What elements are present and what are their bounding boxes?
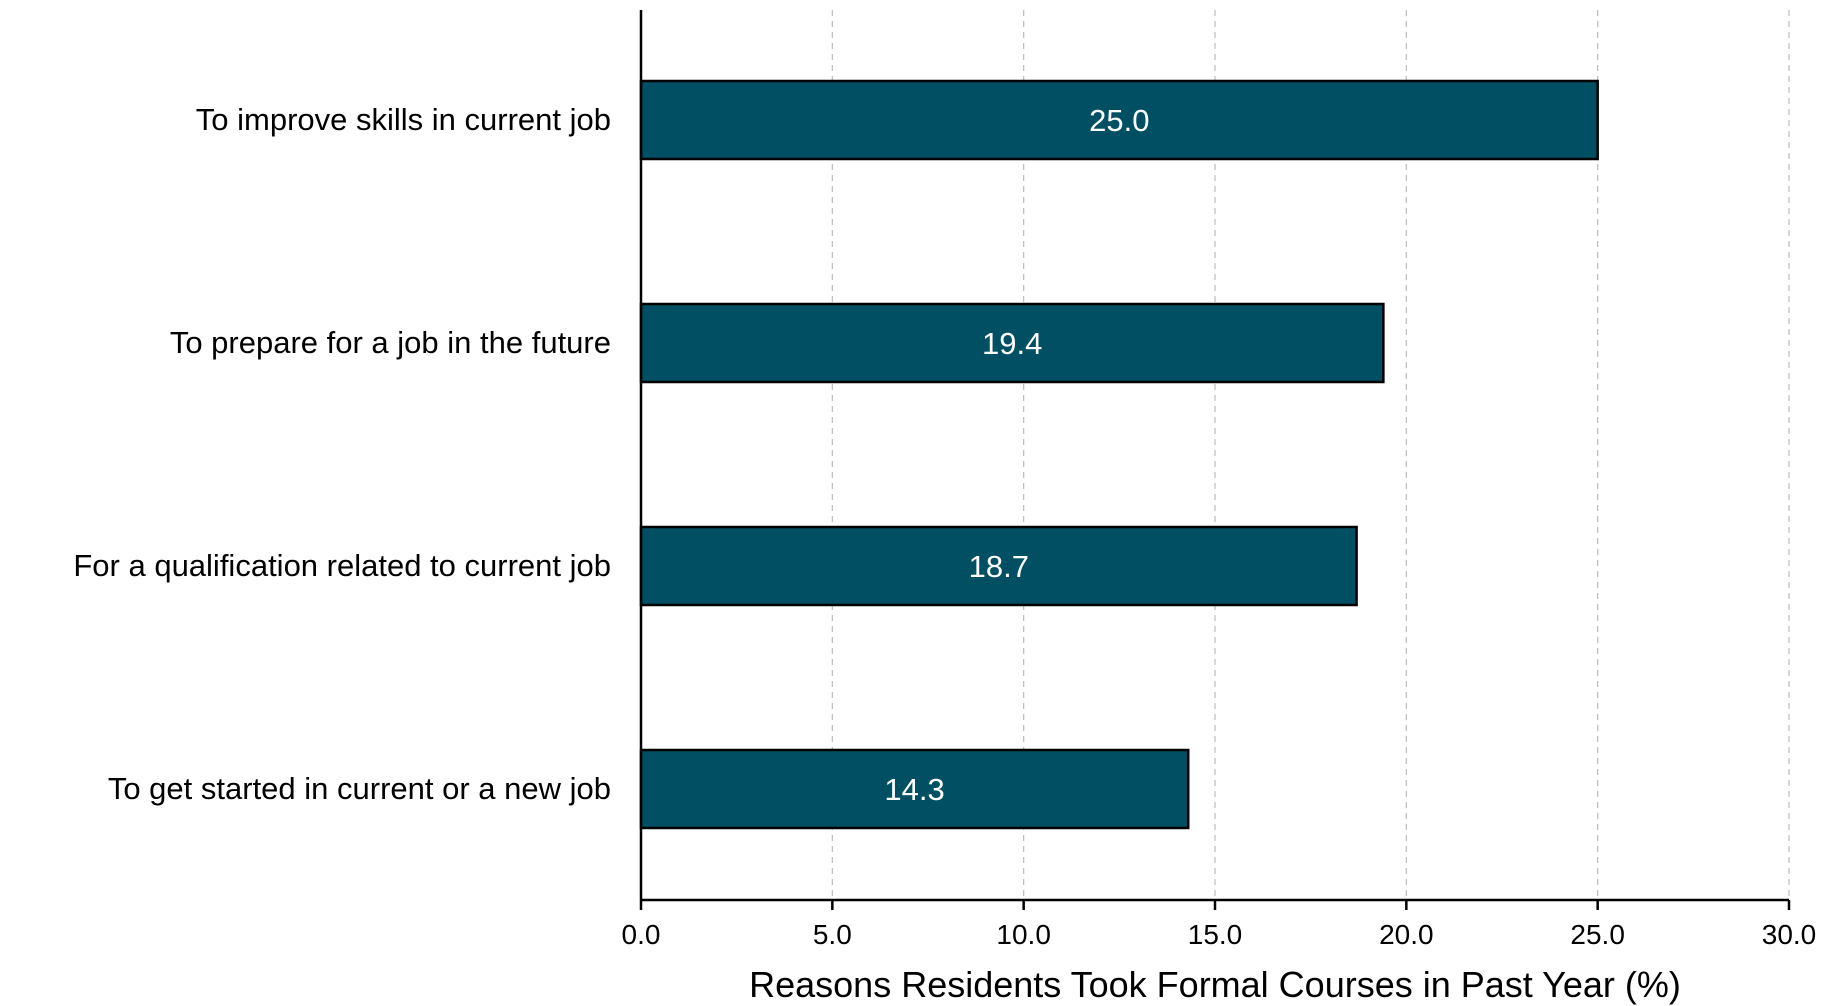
bar <box>639 525 1358 607</box>
bars <box>639 79 1599 830</box>
x-tick-label: 5.0 <box>813 919 852 950</box>
x-tick-label: 10.0 <box>996 919 1051 950</box>
x-tick-label: 0.0 <box>622 919 661 950</box>
axes <box>639 10 1791 910</box>
data-label: 19.4 <box>982 326 1042 361</box>
x-axis-title: Reasons Residents Took Formal Courses in… <box>749 964 1681 1005</box>
x-tick-label: 15.0 <box>1188 919 1243 950</box>
data-label: 25.0 <box>1089 103 1149 138</box>
category-label: To get started in current or a new job <box>108 771 611 806</box>
bar <box>639 748 1190 830</box>
x-tick-label: 20.0 <box>1379 919 1434 950</box>
labels: 25.0 To improve skills in current job 19.4… <box>73 102 1816 950</box>
bar <box>639 79 1599 161</box>
x-tick-label: 25.0 <box>1570 919 1625 950</box>
data-label: 14.3 <box>884 772 944 807</box>
category-label: To improve skills in current job <box>196 102 611 137</box>
category-label: For a qualification related to current j… <box>73 548 611 583</box>
data-label: 18.7 <box>969 549 1029 584</box>
category-label: To prepare for a job in the future <box>170 325 611 360</box>
x-tick-label: 30.0 <box>1762 919 1817 950</box>
